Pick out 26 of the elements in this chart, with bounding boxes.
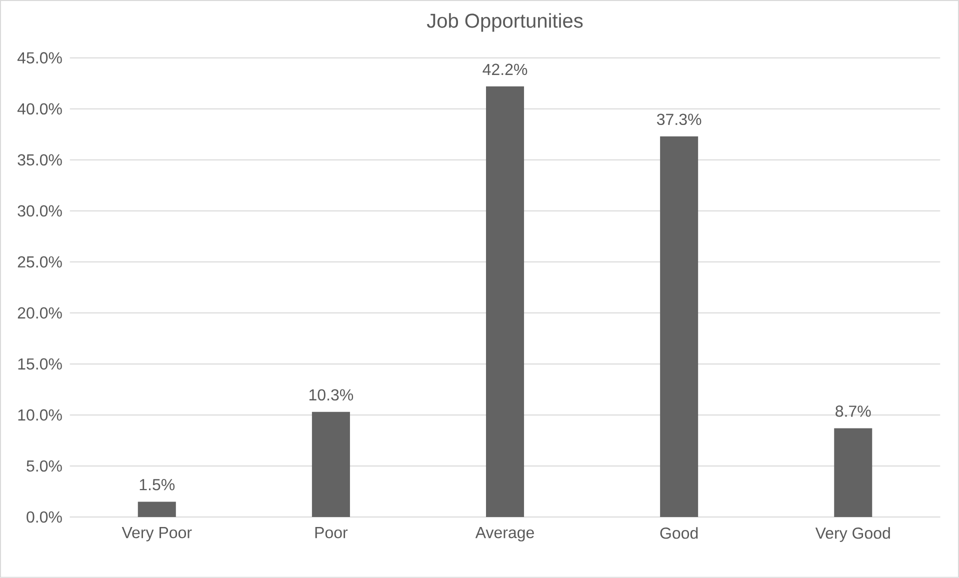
y-tick-label: 20.0%: [18, 307, 62, 319]
bar: [312, 412, 350, 518]
x-tick-label: Average: [475, 527, 534, 542]
data-label: 1.5%: [140, 479, 175, 490]
y-tick-label: 30.0%: [18, 205, 62, 217]
y-tick-label: 5.0%: [26, 460, 62, 472]
data-label: 37.3%: [656, 114, 702, 126]
y-tick-label: 35.0%: [18, 154, 62, 166]
data-label: 8.7%: [836, 406, 871, 417]
x-tick-label: Good: [660, 527, 698, 539]
y-tick-label: 45.0%: [17, 52, 62, 64]
y-tick-label: 10.0%: [18, 409, 62, 421]
bar: [486, 86, 524, 518]
bar: [138, 502, 176, 518]
x-tick-label: Poor: [315, 527, 348, 538]
x-tick-label: Very Poor: [122, 527, 192, 542]
bar: [834, 428, 872, 518]
y-tick-label: 15.0%: [18, 358, 62, 370]
bar: [660, 136, 698, 518]
y-tick-label: 0.0%: [26, 511, 62, 523]
chart-title: Job Opportunities: [426, 13, 583, 32]
data-label: 10.3%: [309, 389, 354, 401]
y-tick-label: 40.0%: [17, 103, 62, 115]
x-tick-label: Very Good: [815, 527, 890, 542]
y-tick-label: 25.0%: [18, 256, 62, 268]
data-label: 42.2%: [482, 64, 528, 76]
